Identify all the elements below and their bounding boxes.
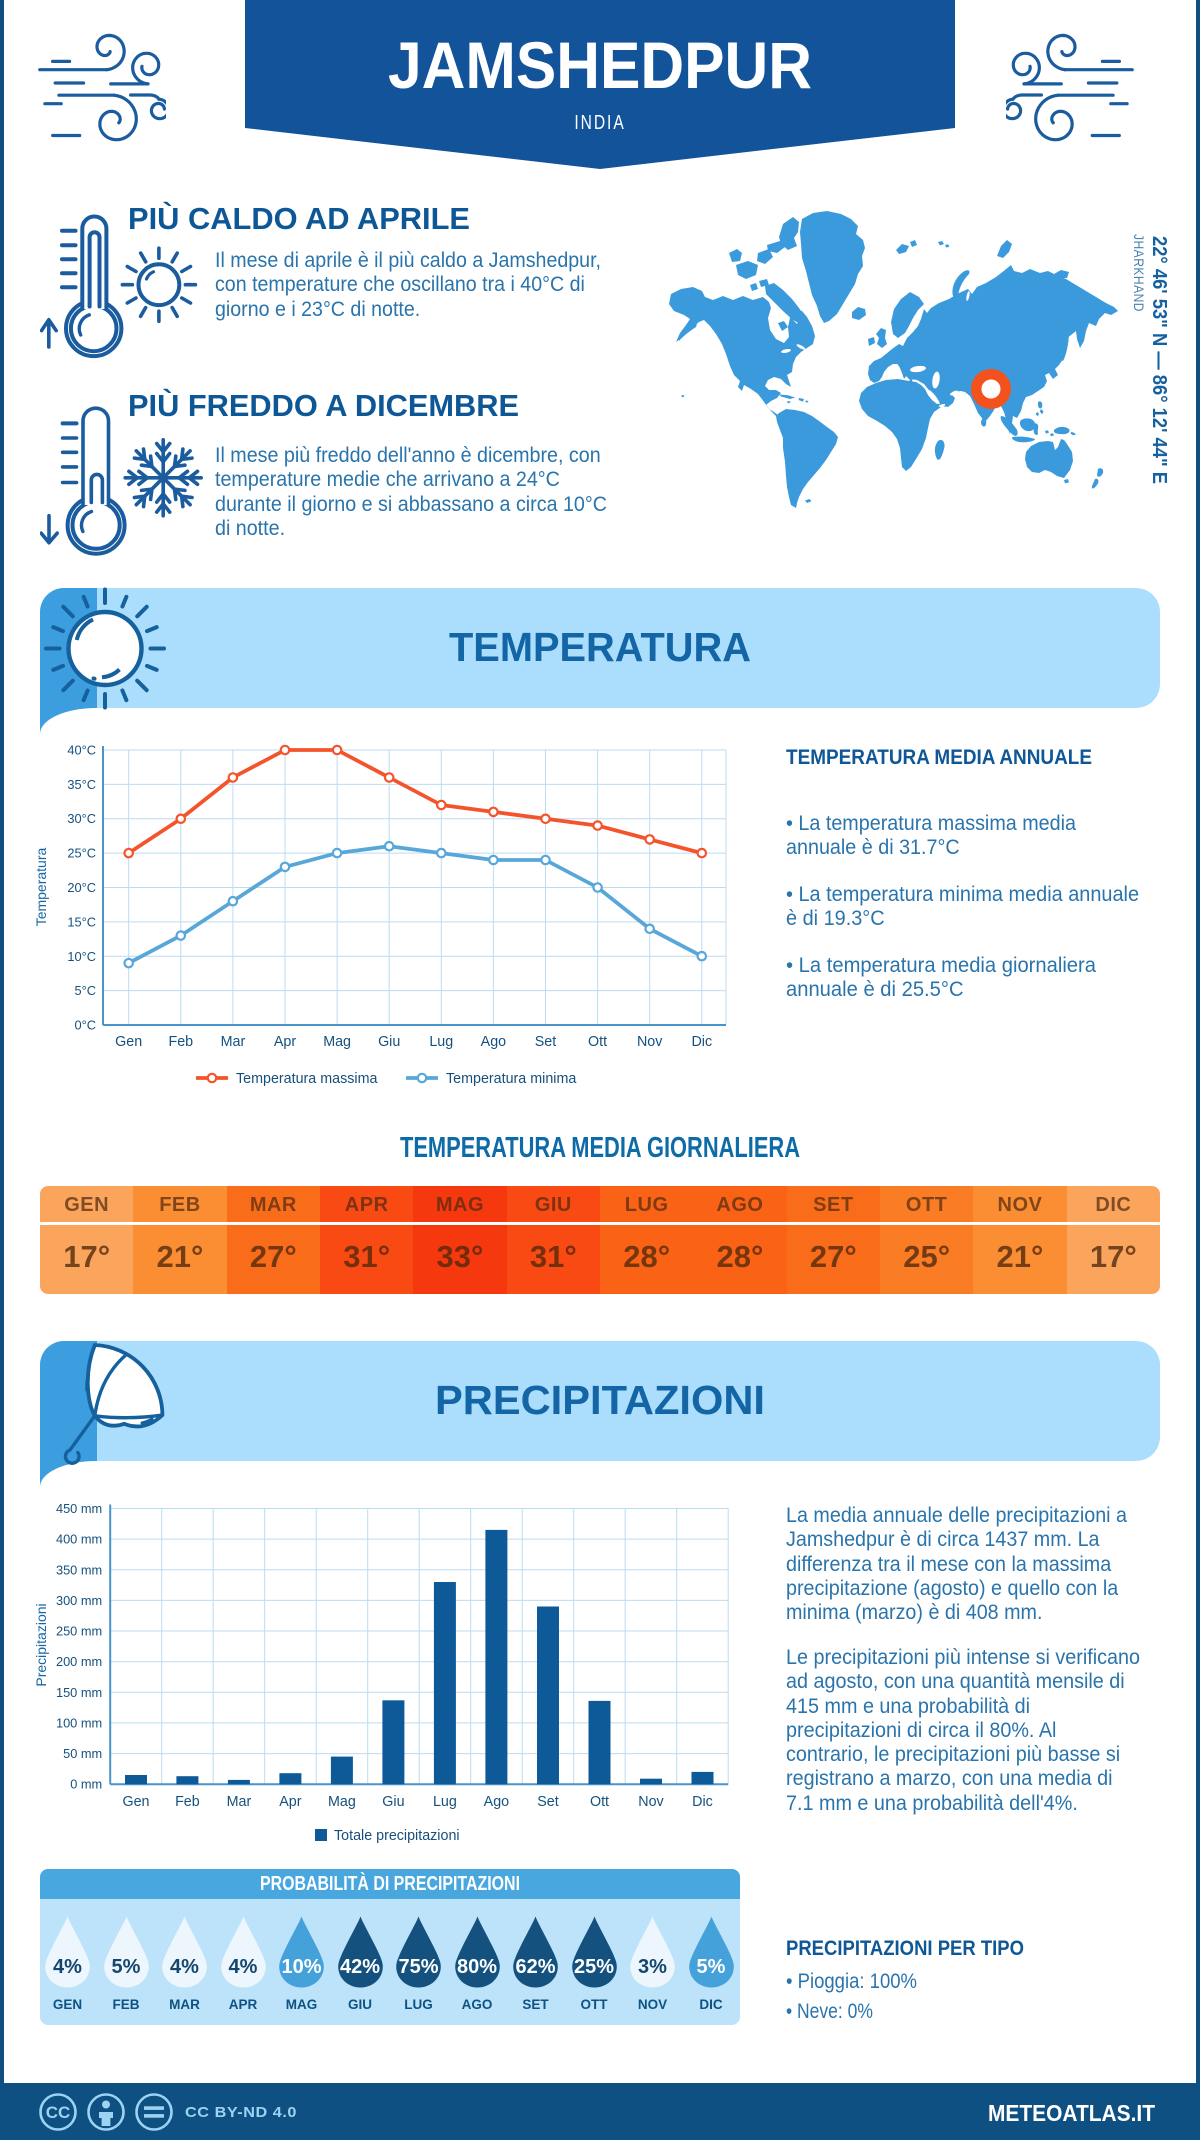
svg-text:CC: CC (46, 2103, 71, 2122)
svg-text:400 mm: 400 mm (56, 1532, 102, 1547)
svg-text:Temperatura massima: Temperatura massima (236, 1071, 377, 1087)
svg-text:350 mm: 350 mm (56, 1562, 102, 1577)
svg-text:Apr: Apr (279, 1794, 301, 1810)
svg-text:30°C: 30°C (67, 811, 96, 826)
svg-text:10°C: 10°C (67, 949, 96, 964)
svg-text:5°C: 5°C (75, 983, 96, 998)
svg-text:Set: Set (535, 1034, 556, 1050)
svg-text:Gen: Gen (122, 1794, 149, 1810)
svg-text:Mar: Mar (227, 1794, 252, 1810)
svg-text:200 mm: 200 mm (56, 1654, 102, 1669)
svg-text:Dic: Dic (692, 1794, 713, 1810)
svg-text:Mag: Mag (323, 1034, 351, 1050)
svg-text:Set: Set (537, 1794, 558, 1810)
svg-text:50 mm: 50 mm (63, 1746, 102, 1761)
svg-text:Nov: Nov (638, 1794, 664, 1810)
svg-text:35°C: 35°C (67, 777, 96, 792)
svg-text:Totale precipitazioni: Totale precipitazioni (334, 1828, 460, 1844)
svg-text:Precipitazioni: Precipitazioni (33, 1603, 49, 1686)
svg-text:Giu: Giu (378, 1034, 400, 1050)
svg-text:Dic: Dic (691, 1034, 712, 1050)
svg-text:Feb: Feb (175, 1794, 200, 1810)
svg-text:450 mm: 450 mm (56, 1501, 102, 1516)
svg-text:Feb: Feb (168, 1034, 193, 1050)
svg-text:Temperatura minima: Temperatura minima (446, 1071, 576, 1087)
svg-text:40°C: 40°C (67, 743, 96, 758)
svg-text:25°C: 25°C (67, 846, 96, 861)
svg-text:0°C: 0°C (75, 1018, 96, 1033)
svg-text:Giu: Giu (382, 1794, 404, 1810)
svg-text:Mar: Mar (221, 1034, 246, 1050)
svg-text:Gen: Gen (115, 1034, 142, 1050)
svg-text:100 mm: 100 mm (56, 1715, 102, 1730)
svg-text:Lug: Lug (433, 1794, 457, 1810)
svg-text:Ott: Ott (588, 1034, 607, 1050)
svg-text:15°C: 15°C (67, 914, 96, 929)
svg-text:150 mm: 150 mm (56, 1685, 102, 1700)
svg-text:Nov: Nov (637, 1034, 663, 1050)
svg-text:Mag: Mag (328, 1794, 356, 1810)
svg-text:0 mm: 0 mm (70, 1777, 102, 1792)
svg-text:Apr: Apr (274, 1034, 296, 1050)
svg-text:Ago: Ago (481, 1034, 506, 1050)
svg-text:Ago: Ago (484, 1794, 509, 1810)
svg-text:Lug: Lug (429, 1034, 453, 1050)
svg-text:Temperatura: Temperatura (33, 847, 49, 926)
svg-text:250 mm: 250 mm (56, 1624, 102, 1639)
svg-text:Ott: Ott (590, 1794, 609, 1810)
svg-text:300 mm: 300 mm (56, 1593, 102, 1608)
svg-text:20°C: 20°C (67, 880, 96, 895)
